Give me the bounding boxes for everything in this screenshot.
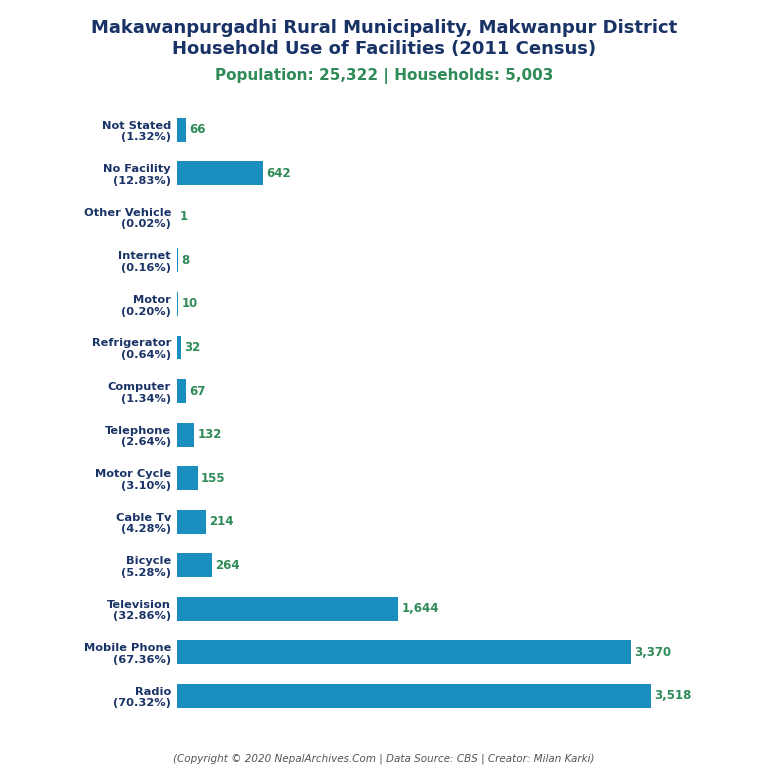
Bar	[177, 553, 212, 578]
Text: Makawanpurgadhi Rural Municipality, Makwanpur District: Makawanpurgadhi Rural Municipality, Makw…	[91, 19, 677, 37]
Bar	[177, 510, 206, 534]
Bar	[177, 597, 399, 621]
Text: 642: 642	[266, 167, 291, 180]
Text: Population: 25,322 | Households: 5,003: Population: 25,322 | Households: 5,003	[215, 68, 553, 84]
Text: 132: 132	[198, 428, 222, 441]
Text: 264: 264	[216, 558, 240, 571]
Bar	[177, 684, 651, 708]
Text: 66: 66	[189, 124, 205, 136]
Bar	[177, 641, 631, 664]
Bar	[177, 466, 197, 490]
Text: Household Use of Facilities (2011 Census): Household Use of Facilities (2011 Census…	[172, 40, 596, 58]
Text: 32: 32	[184, 341, 200, 354]
Text: 1: 1	[180, 210, 188, 223]
Text: 8: 8	[181, 254, 190, 267]
Text: 3,518: 3,518	[654, 690, 692, 702]
Bar	[177, 292, 178, 316]
Bar	[177, 422, 194, 446]
Text: 214: 214	[209, 515, 233, 528]
Text: (Copyright © 2020 NepalArchives.Com | Data Source: CBS | Creator: Milan Karki): (Copyright © 2020 NepalArchives.Com | Da…	[174, 753, 594, 764]
Text: 155: 155	[201, 472, 226, 485]
Bar	[177, 379, 186, 403]
Bar	[177, 161, 263, 185]
Text: 1,644: 1,644	[402, 602, 439, 615]
Bar	[177, 118, 186, 142]
Text: 10: 10	[181, 297, 197, 310]
Text: 67: 67	[189, 385, 205, 398]
Text: 3,370: 3,370	[634, 646, 672, 659]
Bar	[177, 336, 181, 359]
